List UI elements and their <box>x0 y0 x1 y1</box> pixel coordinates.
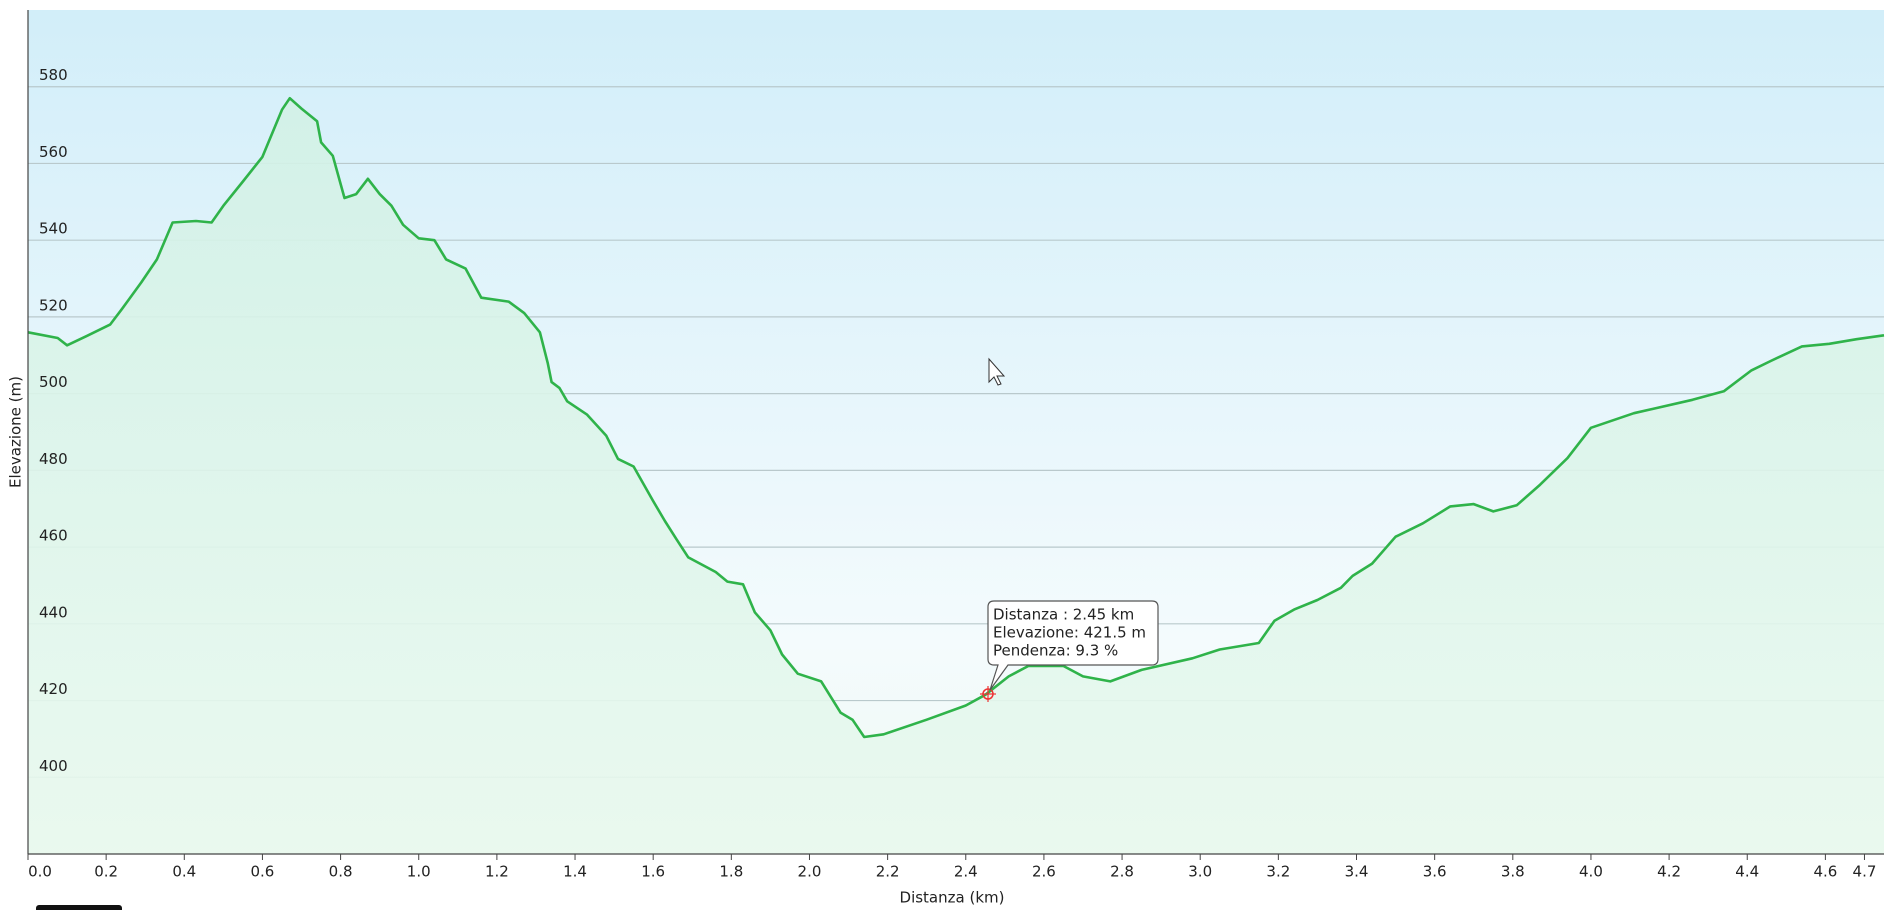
y-tick-label: 460 <box>39 527 68 545</box>
x-tick-label: 2.4 <box>954 863 978 881</box>
tooltip-line: Distanza : 2.45 km <box>993 606 1134 624</box>
button-fragment[interactable] <box>36 905 122 910</box>
x-axis-label: Distanza (km) <box>900 889 1005 907</box>
y-tick-label: 480 <box>39 450 68 468</box>
x-tick-label: 0.8 <box>329 863 353 881</box>
x-tick-label: 3.8 <box>1501 863 1525 881</box>
x-tick-label: 0.6 <box>251 863 275 881</box>
x-tick-label: 0.0 <box>28 863 52 881</box>
y-axis-label: Elevazione (m) <box>7 376 25 488</box>
x-tick-label: 3.2 <box>1266 863 1290 881</box>
x-tick-label: 1.8 <box>719 863 743 881</box>
x-tick-label: 1.2 <box>485 863 509 881</box>
x-tick-label: 2.6 <box>1032 863 1056 881</box>
x-tick-label: 0.4 <box>172 863 196 881</box>
y-tick-label: 440 <box>39 603 68 621</box>
y-tick-label: 400 <box>39 757 68 775</box>
area-fill <box>28 98 1884 854</box>
y-tick-label: 520 <box>39 296 68 314</box>
y-tick-label: 580 <box>39 66 68 84</box>
x-tick-label: 2.0 <box>798 863 822 881</box>
mouse-cursor <box>988 357 1006 386</box>
x-tick-label: 4.4 <box>1735 863 1759 881</box>
x-tick-label: 4.6 <box>1813 863 1837 881</box>
x-tick-label: 3.0 <box>1188 863 1212 881</box>
y-tick-label: 540 <box>39 220 68 238</box>
tooltip-line: Elevazione: 421.5 m <box>993 624 1146 642</box>
x-tick-label: 1.0 <box>407 863 431 881</box>
x-tick-label: 3.4 <box>1345 863 1369 881</box>
tooltip-box <box>987 600 1159 691</box>
elevation-line <box>27 96 1885 739</box>
y-tick-label: 420 <box>39 680 68 698</box>
y-tick-label: 560 <box>39 143 68 161</box>
x-tick-label: 3.6 <box>1423 863 1447 881</box>
x-tick-label: 0.2 <box>94 863 118 881</box>
x-tick-label: 4.7 <box>1853 863 1877 881</box>
x-tick-label: 1.4 <box>563 863 587 881</box>
y-tick-label: 500 <box>39 373 68 391</box>
x-tick-label: 1.6 <box>641 863 665 881</box>
x-tick-label: 2.2 <box>876 863 900 881</box>
x-tick-label: 4.0 <box>1579 863 1603 881</box>
tooltip-line: Pendenza: 9.3 % <box>993 642 1118 660</box>
x-tick-label: 2.8 <box>1110 863 1134 881</box>
x-tick-label: 4.2 <box>1657 863 1681 881</box>
